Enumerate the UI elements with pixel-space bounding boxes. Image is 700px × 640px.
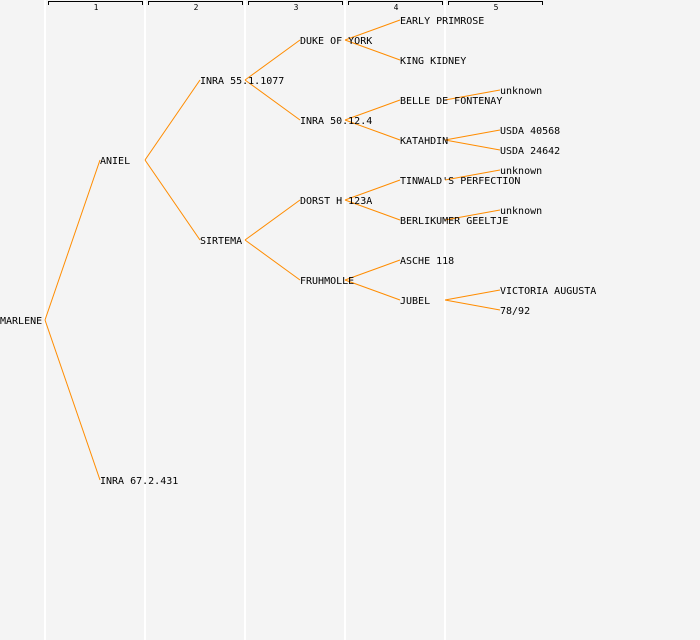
- sire-link-line: [444, 129, 501, 141]
- generation-bracket: [48, 1, 143, 5]
- pedigree-node[interactable]: JUBEL: [400, 296, 431, 307]
- generation-number: 5: [493, 3, 499, 12]
- pedigree-node[interactable]: KING KIDNEY: [400, 56, 467, 67]
- pedigree-node[interactable]: FRUHMOLLE: [300, 276, 355, 287]
- pedigree-node[interactable]: INRA 50.12.4: [300, 116, 373, 127]
- pedigree-node[interactable]: INRA 55.1.1077: [200, 76, 285, 87]
- pedigree-node[interactable]: DORST H 123A: [300, 196, 373, 207]
- pedigree-node[interactable]: USDA 40568: [500, 126, 561, 137]
- sire-link-line: [244, 199, 301, 241]
- dam-link-line: [244, 239, 301, 281]
- dam-link-line: [344, 119, 401, 141]
- column-separator: [344, 0, 346, 640]
- pedigree-node[interactable]: DUKE OF YORK: [300, 36, 373, 47]
- dam-link-line: [144, 159, 201, 241]
- generation-bracket: [148, 1, 243, 5]
- pedigree-node[interactable]: INRA 67.2.431: [100, 476, 179, 487]
- sire-link-line: [344, 259, 401, 281]
- pedigree-node[interactable]: VICTORIA AUGUSTA: [500, 286, 597, 297]
- dam-link-line: [444, 139, 501, 151]
- generation-bracket: [448, 1, 543, 5]
- column-separator: [444, 0, 446, 640]
- sire-link-line: [444, 169, 501, 181]
- pedigree-node[interactable]: SIRTEMA: [200, 236, 243, 247]
- pedigree-node[interactable]: TINWALD'S PERFECTION: [400, 176, 521, 187]
- dam-link-line: [44, 319, 101, 481]
- pedigree-node[interactable]: BERLIKUMER GEELTJE: [400, 216, 509, 227]
- generation-number: 4: [393, 3, 399, 12]
- pedigree-node[interactable]: unknown: [500, 86, 543, 97]
- generation-bracket: [248, 1, 343, 5]
- dam-link-line: [344, 39, 401, 61]
- generation-number: 1: [93, 3, 99, 12]
- pedigree-node[interactable]: unknown: [500, 166, 543, 177]
- pedigree-node[interactable]: KATAHDIN: [400, 136, 449, 147]
- sire-link-line: [444, 89, 501, 101]
- sire-link-line: [244, 39, 301, 81]
- pedigree-node[interactable]: BELLE DE FONTENAY: [400, 96, 503, 107]
- root-node[interactable]: MARLENE: [0, 316, 43, 327]
- generation-bracket: [348, 1, 443, 5]
- column-separator: [144, 0, 146, 640]
- sire-link-line: [344, 19, 401, 41]
- sire-link-line: [444, 209, 501, 221]
- pedigree-node[interactable]: 78/92: [500, 306, 531, 317]
- sire-link-line: [144, 79, 201, 161]
- dam-link-line: [344, 279, 401, 301]
- sire-link-line: [444, 289, 501, 301]
- pedigree-node[interactable]: USDA 24642: [500, 146, 561, 157]
- dam-link-line: [444, 299, 501, 311]
- pedigree-node[interactable]: EARLY PRIMROSE: [400, 16, 485, 27]
- sire-link-line: [344, 99, 401, 121]
- pedigree-node[interactable]: ANIEL: [100, 156, 131, 167]
- dam-link-line: [344, 199, 401, 221]
- generation-number: 3: [293, 3, 299, 12]
- pedigree-node[interactable]: ASCHE 118: [400, 256, 455, 267]
- column-separator: [244, 0, 246, 640]
- sire-link-line: [44, 159, 101, 321]
- sire-link-line: [344, 179, 401, 201]
- dam-link-line: [244, 79, 301, 121]
- generation-number: 2: [193, 3, 199, 12]
- pedigree-node[interactable]: unknown: [500, 206, 543, 217]
